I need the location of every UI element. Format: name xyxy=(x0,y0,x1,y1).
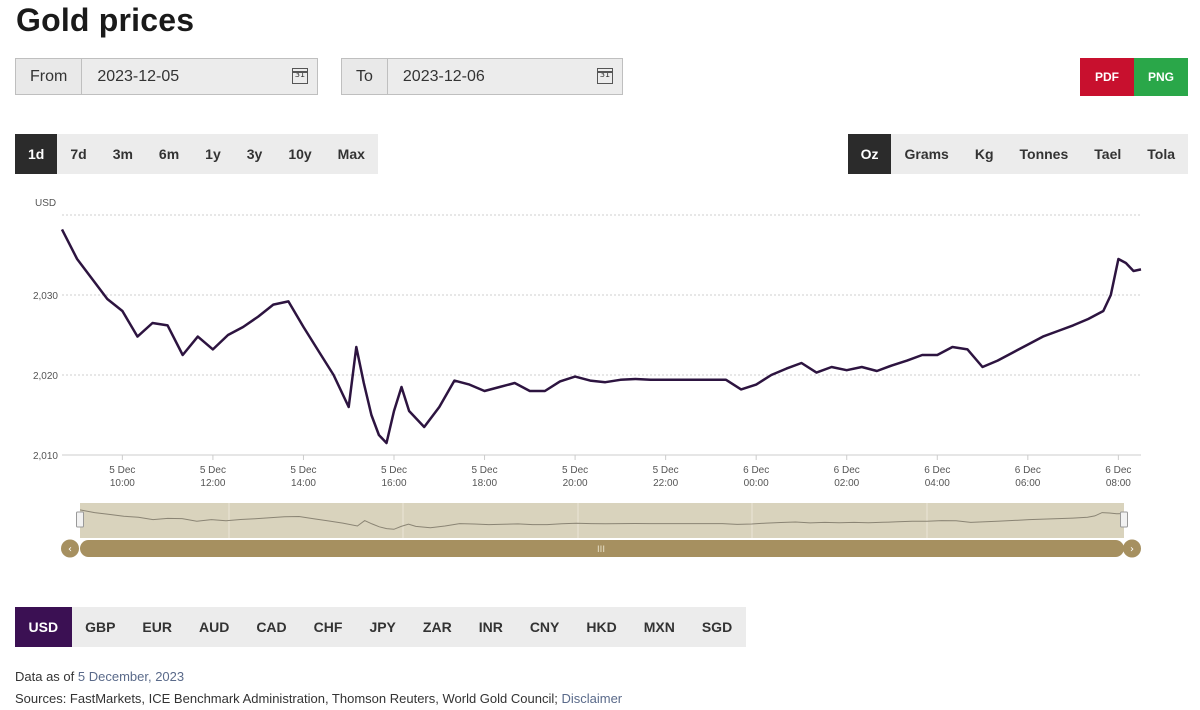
period-button-3y[interactable]: 3y xyxy=(246,146,263,162)
scroll-right-button[interactable] xyxy=(1123,539,1141,558)
to-label: To xyxy=(342,59,388,94)
x-tick-label-time: 10:00 xyxy=(110,478,135,489)
x-tick-label-date: 5 Dec xyxy=(471,465,497,476)
scroll-left-arrow-icon: ‹ xyxy=(68,544,72,555)
from-date-input[interactable]: 2023-12-05 31 xyxy=(82,59,317,94)
unit-button-grams[interactable]: Grams xyxy=(904,146,949,162)
page-title: Gold prices xyxy=(16,2,195,38)
data-as-of: Data as of 5 December, 2023 xyxy=(15,669,184,684)
x-tick-label-time: 08:00 xyxy=(1106,478,1131,489)
x-tick-label-date: 5 Dec xyxy=(290,465,316,476)
from-date-field[interactable]: From 2023-12-05 31 xyxy=(15,58,318,95)
x-tick-label-date: 5 Dec xyxy=(653,465,679,476)
x-tick-label-date: 5 Dec xyxy=(562,465,588,476)
x-tick-label-date: 5 Dec xyxy=(200,465,226,476)
unit-selector: Oz Grams Kg Tonnes Tael Tola xyxy=(847,134,1188,174)
x-tick-label-time: 22:00 xyxy=(653,478,678,489)
unit-button-tonnes[interactable]: Tonnes xyxy=(1019,146,1069,162)
y-axis-title: USD xyxy=(35,198,56,209)
x-tick-label-time: 18:00 xyxy=(472,478,497,489)
navigator-window[interactable] xyxy=(80,503,1124,538)
navigator[interactable]: ‹ › III xyxy=(61,503,1141,558)
navigator-left-handle[interactable] xyxy=(76,511,84,528)
x-tick-label-time: 20:00 xyxy=(563,478,588,489)
calendar-day: 31 xyxy=(294,70,306,79)
currency-button-cad[interactable]: CAD xyxy=(256,619,287,635)
to-date-field[interactable]: To 2023-12-06 31 xyxy=(341,58,623,95)
y-tick-label: 2,020 xyxy=(33,371,58,382)
x-tick-label-date: 6 Dec xyxy=(834,465,860,476)
period-selector: 1d 7d 3m 6m 1y 3y 10y Max xyxy=(15,134,378,174)
currency-button-zar[interactable]: ZAR xyxy=(422,619,452,635)
price-line xyxy=(60,228,1142,445)
x-tick-label-time: 02:00 xyxy=(834,478,859,489)
period-button-7d[interactable]: 7d xyxy=(70,146,87,162)
currency-button-gbp[interactable]: GBP xyxy=(85,619,116,635)
period-button-max[interactable]: Max xyxy=(337,146,365,162)
data-as-of-date: 5 December, 2023 xyxy=(77,669,185,684)
period-button-3m[interactable]: 3m xyxy=(112,146,133,162)
currency-button-chf[interactable]: CHF xyxy=(313,619,343,635)
x-tick-label-date: 6 Dec xyxy=(924,465,950,476)
x-tick-label-time: 04:00 xyxy=(925,478,950,489)
currency-selector: USD GBP EUR AUD CAD CHF JPY ZAR INR CNY HKD MXN SGD xyxy=(15,607,746,647)
x-tick-label-time: 16:00 xyxy=(381,478,406,489)
x-axis-labels: 5 Dec 10:00 5 Dec 12:00 5 Dec 14:00 5 Dec 16:00… xyxy=(109,455,1131,489)
x-tick-label-date: 5 Dec xyxy=(381,465,407,476)
to-date-input[interactable]: 2023-12-06 31 xyxy=(387,59,622,94)
period-button-1y[interactable]: 1y xyxy=(205,146,221,162)
calendar-icon[interactable]: 31 xyxy=(597,68,613,84)
currency-button-eur[interactable]: EUR xyxy=(142,619,172,635)
scroll-left-button[interactable] xyxy=(61,539,79,558)
from-label: From xyxy=(16,59,83,94)
period-button-6m[interactable]: 6m xyxy=(158,146,180,162)
y-axis-labels: 2,010 2,020 2,030 USD xyxy=(33,198,58,462)
calendar-icon[interactable]: 31 xyxy=(292,68,308,84)
currency-button-inr[interactable]: INR xyxy=(478,619,503,635)
scrollbar-thumb[interactable] xyxy=(80,540,1124,557)
unit-button-tola[interactable]: Tola xyxy=(1147,146,1175,162)
x-tick-label-time: 00:00 xyxy=(744,478,769,489)
currency-button-cny[interactable]: CNY xyxy=(529,619,560,635)
unit-button-kg[interactable]: Kg xyxy=(974,146,994,162)
price-series xyxy=(60,228,1142,445)
to-date-value: 2023-12-06 xyxy=(402,68,485,85)
png-export-button[interactable]: PNG xyxy=(1134,58,1188,96)
currency-button-usd[interactable]: USD xyxy=(15,607,72,647)
sources-text: Sources: FastMarkets, ICE Benchmark Admi… xyxy=(15,691,558,706)
currency-button-sgd[interactable]: SGD xyxy=(701,619,733,635)
x-tick-label-time: 06:00 xyxy=(1015,478,1040,489)
pdf-export-button[interactable]: PDF xyxy=(1080,58,1134,96)
currency-button-jpy[interactable]: JPY xyxy=(369,619,396,635)
sources-note: Sources: FastMarkets, ICE Benchmark Admi… xyxy=(15,691,622,706)
navigator-right-handle[interactable] xyxy=(1120,511,1128,528)
x-tick-label-time: 14:00 xyxy=(291,478,316,489)
period-button-10y[interactable]: 10y xyxy=(288,146,312,162)
currency-button-aud[interactable]: AUD xyxy=(198,619,230,635)
period-button-1d[interactable]: 1d xyxy=(15,134,58,174)
from-date-value: 2023-12-05 xyxy=(97,68,180,85)
x-tick-label-date: 6 Dec xyxy=(743,465,769,476)
x-tick-label-date: 6 Dec xyxy=(1105,465,1131,476)
scroll-right-arrow-icon: › xyxy=(1130,544,1134,555)
data-as-of-label: Data as of xyxy=(15,669,75,684)
disclaimer-link[interactable]: Disclaimer xyxy=(561,691,623,706)
currency-button-mxn[interactable]: MXN xyxy=(643,619,675,635)
scrollbar-grip-icon: III xyxy=(597,545,605,555)
y-tick-label: 2,010 xyxy=(33,451,58,462)
y-tick-label: 2,030 xyxy=(33,291,58,302)
x-tick-label-time: 12:00 xyxy=(200,478,225,489)
gridlines xyxy=(62,214,1141,456)
unit-button-tael[interactable]: Tael xyxy=(1094,146,1122,162)
x-tick-label-date: 5 Dec xyxy=(109,465,135,476)
currency-button-hkd[interactable]: HKD xyxy=(586,619,617,635)
calendar-day: 31 xyxy=(599,70,611,79)
unit-button-oz[interactable]: Oz xyxy=(847,134,892,174)
navigator-line xyxy=(79,509,1125,530)
x-tick-label-date: 6 Dec xyxy=(1015,465,1041,476)
